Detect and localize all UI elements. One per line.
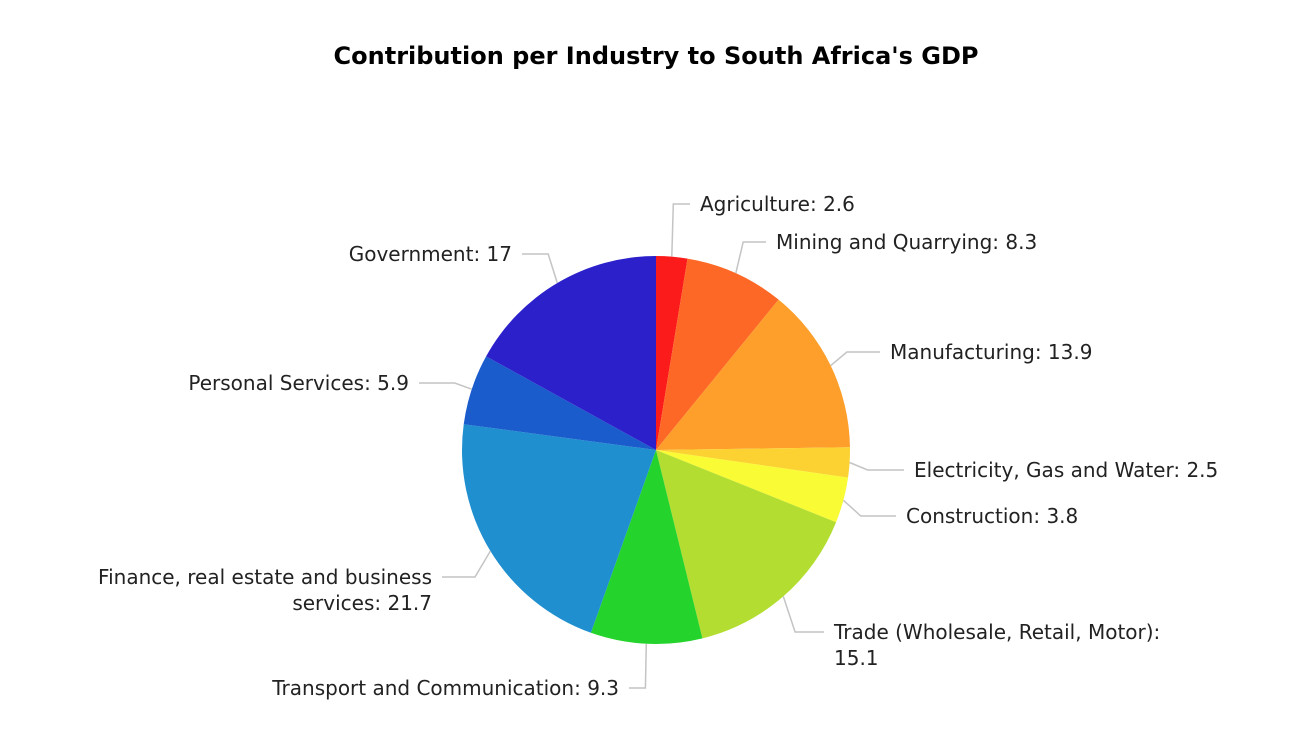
label-leader-line [842, 499, 896, 517]
pie-slice [656, 447, 850, 478]
pie-slice [656, 256, 688, 450]
slice-label: Personal Services: 5.9 [188, 371, 409, 395]
pie-slices [461, 256, 850, 644]
label-leader-line [671, 203, 690, 257]
label-leader-line [522, 253, 559, 284]
slice-label: Manufacturing: 13.9 [890, 340, 1092, 364]
label-leaders [419, 203, 904, 689]
pie-slice [590, 450, 703, 644]
label-leader-line [442, 550, 492, 578]
pie-slice [656, 258, 779, 450]
slice-label: Electricity, Gas and Water: 2.5 [914, 458, 1218, 482]
slice-label: Mining and Quarrying: 8.3 [776, 230, 1037, 254]
label-leader-line [419, 382, 473, 390]
label-leader-line [849, 461, 904, 471]
slice-label: Government: 17 [349, 242, 512, 266]
label-leader-line [782, 596, 824, 633]
slice-label: Finance, real estate and business service… [98, 565, 432, 615]
slice-label: Construction: 3.8 [906, 504, 1078, 528]
pie-slice [463, 356, 656, 450]
slice-label: Trade (Wholesale, Retail, Motor): 15.1 [833, 620, 1160, 670]
slice-label: Agriculture: 2.6 [700, 192, 855, 216]
chart-title: Contribution per Industry to South Afric… [334, 42, 979, 70]
pie-slice [486, 256, 656, 450]
label-leader-line [735, 241, 766, 274]
pie-slice [656, 299, 850, 450]
label-leader-line [830, 351, 880, 367]
pie-slice [656, 450, 837, 639]
label-leader-line [629, 643, 648, 689]
slice-label: Transport and Communication: 9.3 [271, 676, 619, 700]
pie-slice [461, 424, 656, 633]
pie-slice [656, 450, 849, 523]
slice-labels: Agriculture: 2.6 Mining and Quarrying: 8.… [98, 192, 1218, 700]
